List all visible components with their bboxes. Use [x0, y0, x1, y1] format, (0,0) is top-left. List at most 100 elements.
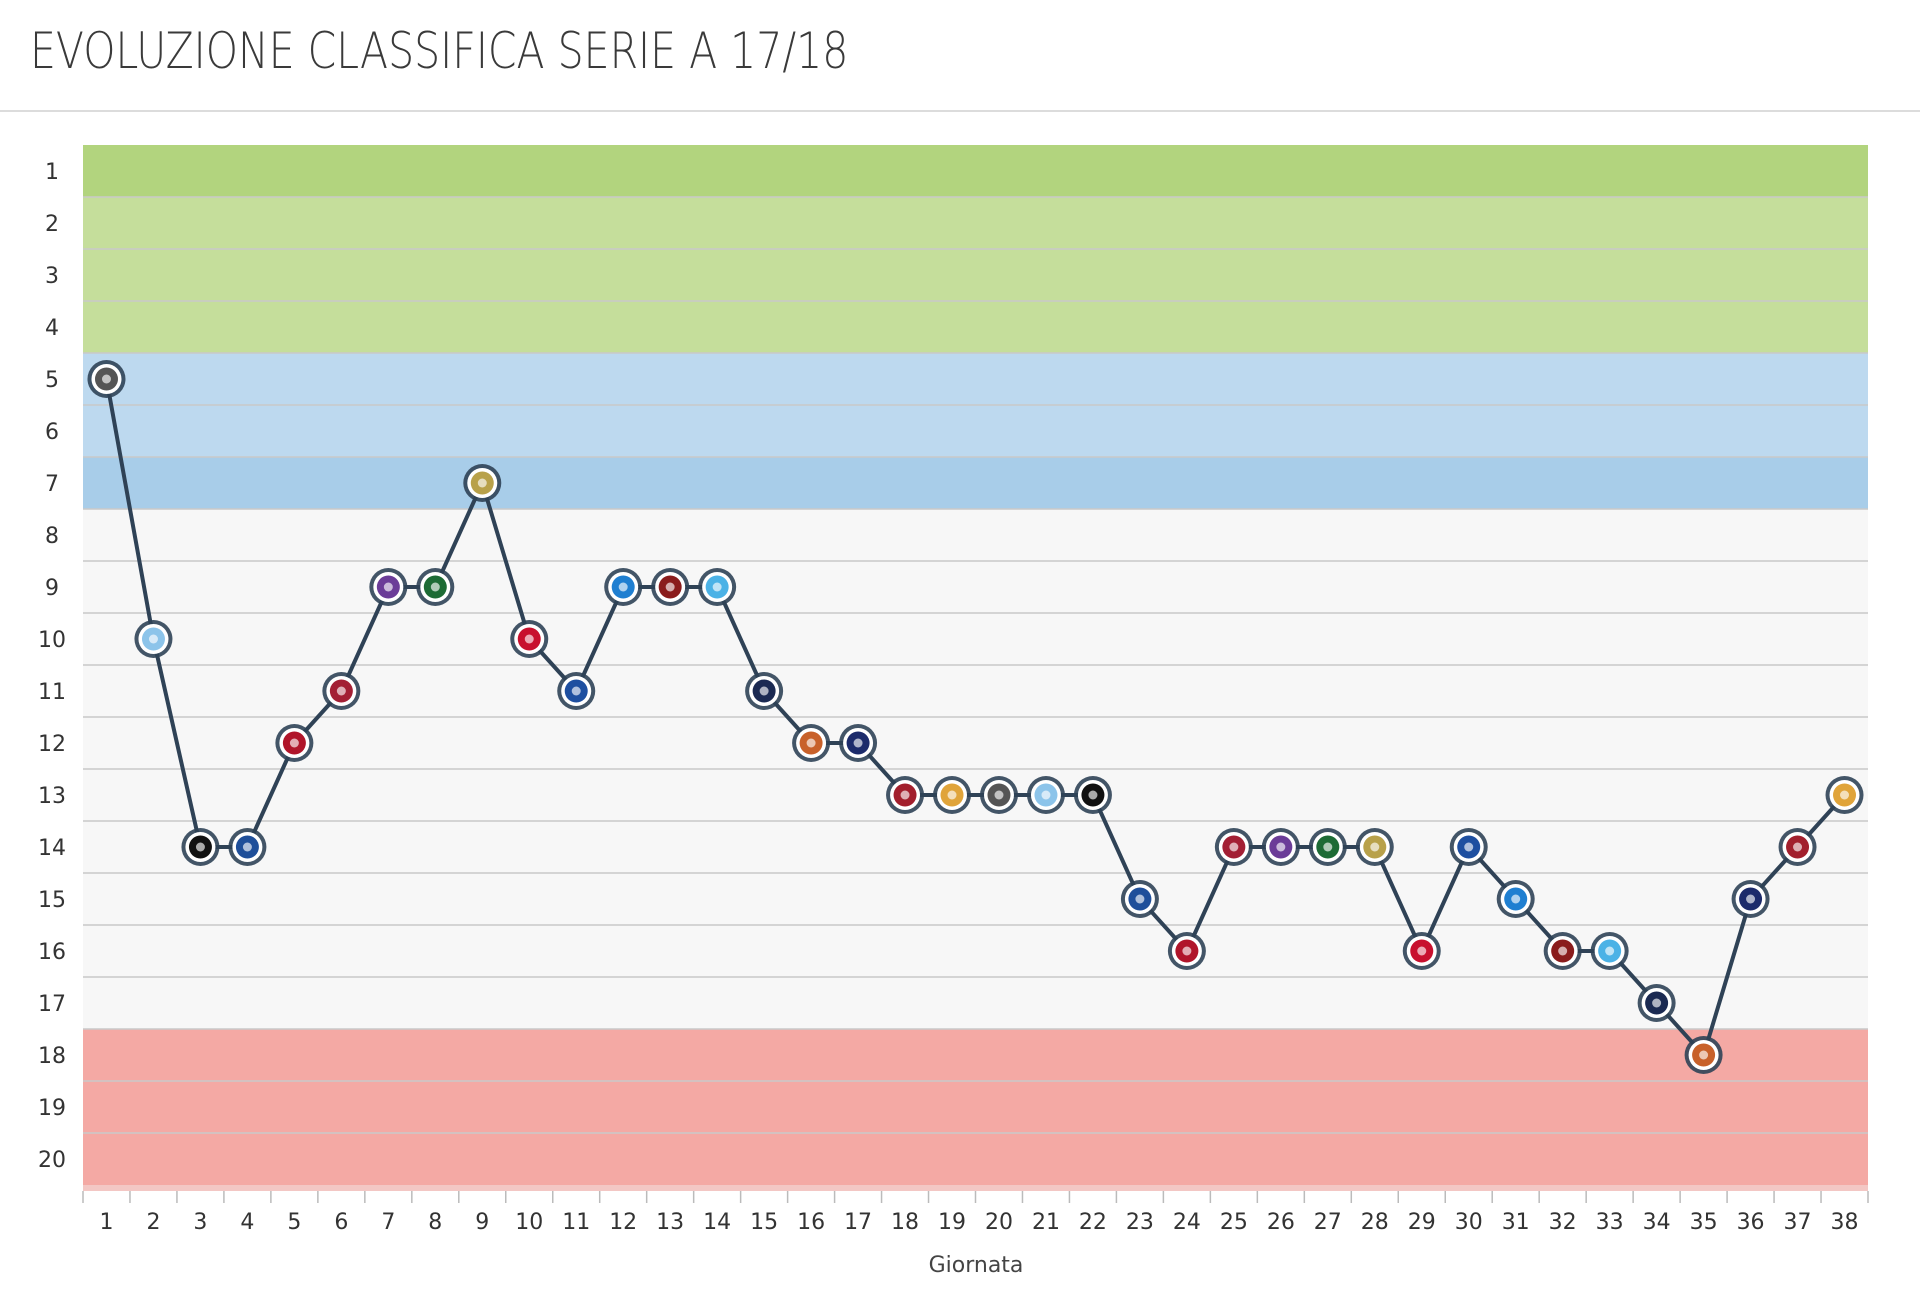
point-chievo-badge [1355, 828, 1394, 866]
y-tick-label: 3 [45, 264, 59, 289]
page-title: EVOLUZIONE CLASSIFICA SERIE A 17/18 [30, 22, 849, 80]
y-tick-label: 5 [45, 368, 59, 393]
x-tick-label: 28 [1361, 1210, 1389, 1235]
point-inter-badge [1637, 984, 1676, 1022]
y-tick-label: 2 [45, 212, 59, 237]
point-atalanta-badge [1120, 880, 1159, 918]
x-tick-label: 11 [562, 1210, 590, 1235]
y-tick-label: 16 [38, 940, 66, 965]
x-tick-label: 33 [1596, 1210, 1624, 1235]
zone-band-1 [83, 145, 1868, 197]
x-tick-label: 8 [428, 1210, 442, 1235]
x-tick-label: 31 [1502, 1210, 1530, 1235]
x-tick-label: 22 [1079, 1210, 1107, 1235]
y-tick-label: 9 [45, 576, 59, 601]
x-tick-label: 37 [1784, 1210, 1812, 1235]
x-tick-label: 2 [146, 1210, 160, 1235]
point-atalanta-badge [228, 828, 267, 866]
x-axis-label: Giornata [929, 1253, 1024, 1278]
x-tick-label: 21 [1032, 1210, 1060, 1235]
point-milan-badge [1402, 932, 1441, 970]
y-tick-label: 13 [38, 784, 66, 809]
x-axis-baseline [83, 1185, 1868, 1191]
x-tick-label: 26 [1267, 1210, 1295, 1235]
point-roma-badge [1684, 1036, 1723, 1074]
page-header: EVOLUZIONE CLASSIFICA SERIE A 17/18 [0, 0, 1920, 112]
x-tick-label: 7 [381, 1210, 395, 1235]
y-tick-label: 1 [45, 160, 59, 185]
x-tick-label: 14 [703, 1210, 731, 1235]
y-tick-label: 4 [45, 316, 59, 341]
point-crotone-badge [1731, 880, 1770, 918]
x-tick-label: 27 [1314, 1210, 1342, 1235]
point-napoli-badge [604, 568, 643, 606]
y-tick-label: 10 [38, 628, 66, 653]
point-cagliari-badge [1214, 828, 1253, 866]
point-cagliari-badge [322, 672, 361, 710]
point-fiorentina-badge [369, 568, 408, 606]
point-spal-badge [1590, 932, 1629, 970]
x-tick-label: 29 [1408, 1210, 1436, 1235]
point-milan-badge [510, 620, 549, 658]
x-tick-label: 9 [475, 1210, 489, 1235]
x-tick-label: 20 [985, 1210, 1013, 1235]
y-tick-label: 20 [38, 1148, 66, 1173]
x-axis: 1 2 3 4 5 6 7 8 9 10 11 12 13 14 15 16 17 18 19 20 21 22 23 24 2… [82, 1191, 1869, 1235]
x-tick-label: 10 [515, 1210, 543, 1235]
point-udinese-badge [87, 360, 126, 398]
point-sampdoria-badge [557, 672, 596, 710]
point-napoli-badge [1496, 880, 1535, 918]
y-tick-label: 6 [45, 420, 59, 445]
point-lazio-badge [134, 620, 173, 658]
point-fiorentina-badge [1261, 828, 1300, 866]
point-bologna-badge [1778, 828, 1817, 866]
point-chievo-badge [463, 464, 502, 502]
x-tick-label: 19 [938, 1210, 966, 1235]
x-tick-label: 3 [193, 1210, 207, 1235]
point-sassuolo-badge [1308, 828, 1347, 866]
point-crotone-badge [839, 724, 878, 762]
x-tick-label: 25 [1220, 1210, 1248, 1235]
point-spal-badge [698, 568, 737, 606]
zone-band-2 [83, 197, 1868, 353]
point-juventus-badge [181, 828, 220, 866]
x-tick-label: 15 [750, 1210, 778, 1235]
x-tick-label: 23 [1126, 1210, 1154, 1235]
series-points [87, 360, 1864, 1074]
y-tick-label: 7 [45, 472, 59, 497]
y-tick-label: 14 [38, 836, 66, 861]
y-tick-label: 8 [45, 524, 59, 549]
x-tick-label: 4 [240, 1210, 254, 1235]
point-sampdoria-badge [1449, 828, 1488, 866]
x-tick-label: 38 [1831, 1210, 1859, 1235]
point-bologna-badge [886, 776, 925, 814]
point-torino-badge [1543, 932, 1582, 970]
x-tick-label: 32 [1549, 1210, 1577, 1235]
x-tick-label: 24 [1173, 1210, 1201, 1235]
point-genoa-badge [275, 724, 314, 762]
point-udinese-badge [979, 776, 1018, 814]
y-tick-label: 19 [38, 1096, 66, 1121]
point-inter-badge [745, 672, 784, 710]
point-torino-badge [651, 568, 690, 606]
x-tick-label: 30 [1455, 1210, 1483, 1235]
point-sassuolo-badge [416, 568, 455, 606]
x-tick-label: 35 [1690, 1210, 1718, 1235]
y-tick-label: 12 [38, 732, 66, 757]
x-tick-label: 6 [334, 1210, 348, 1235]
x-tick-label: 12 [609, 1210, 637, 1235]
x-tick-label: 13 [656, 1210, 684, 1235]
x-tick-label: 1 [99, 1210, 113, 1235]
point-benevento-badge [1825, 776, 1864, 814]
y-tick-label: 15 [38, 888, 66, 913]
x-tick-label: 18 [891, 1210, 919, 1235]
y-tick-label: 11 [38, 680, 66, 705]
point-lazio-badge [1026, 776, 1065, 814]
zone-band-4 [83, 457, 1868, 509]
x-tick-label: 17 [844, 1210, 872, 1235]
y-tick-label: 17 [38, 992, 66, 1017]
point-benevento-badge [933, 776, 972, 814]
point-juventus-badge [1073, 776, 1112, 814]
